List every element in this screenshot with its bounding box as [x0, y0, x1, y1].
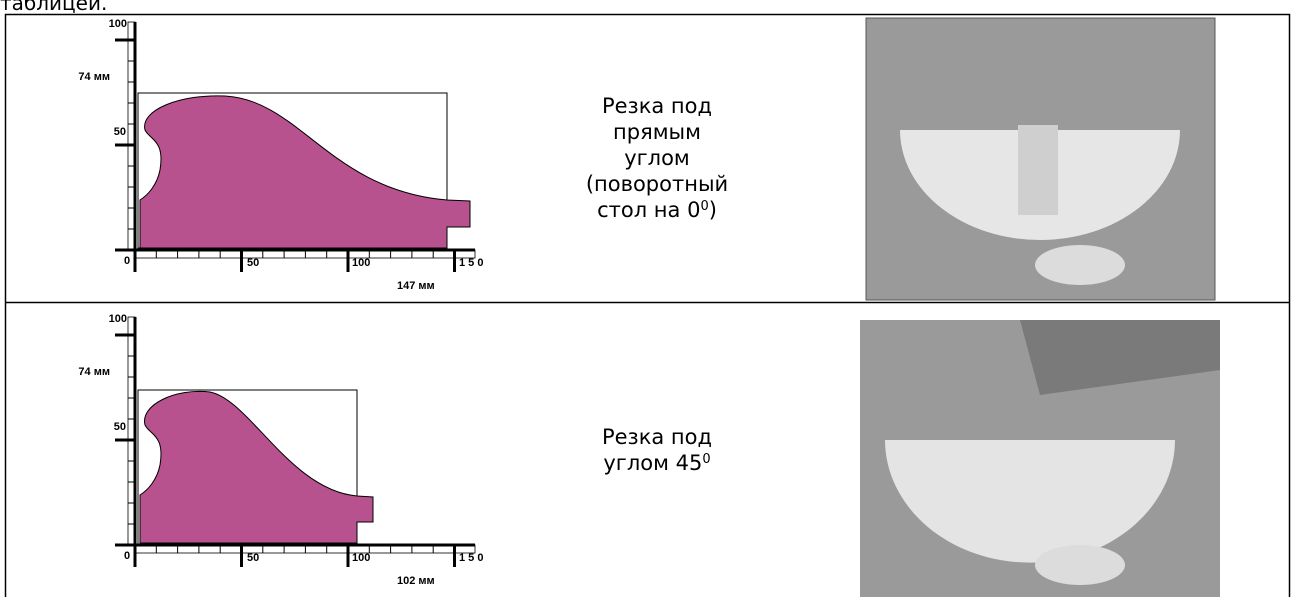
caption-line: прямым [613, 120, 701, 144]
y-scale-label: 100 [109, 18, 127, 30]
caption-line: стол на 0 [597, 198, 700, 222]
x-scale-label: 0 [124, 255, 130, 267]
y-scale-label: 74 мм [78, 366, 110, 378]
y-scale-label: 100 [109, 313, 127, 325]
caption-line: (поворотный [586, 172, 728, 196]
caption-end: ) [709, 198, 717, 222]
x-scale-label: 50 [247, 552, 259, 564]
photo [866, 18, 1215, 300]
caption-line: углом [624, 146, 690, 170]
x-scale-label: 1 5 0 [459, 552, 483, 564]
caption-superscript: 0 [702, 452, 710, 467]
caption-superscript: 0 [700, 199, 708, 214]
profile-diagram [138, 93, 470, 248]
document: таблицей. 100 74 мм 50 0 50 100 1 5 0 147 мм Рез… [0, 0, 1296, 597]
profile-shape [140, 391, 373, 543]
x-scale-label: 100 [352, 257, 370, 269]
scale: 100 74 мм 50 0 50 100 1 5 0 102 мм [78, 313, 483, 587]
photo [860, 320, 1220, 597]
y-scale-label: 50 [114, 421, 126, 433]
photo-detail [1018, 125, 1058, 215]
caption-line: углом 45 [603, 451, 702, 475]
y-scale-label: 50 [114, 126, 126, 138]
y-scale-label: 74 мм [78, 71, 110, 83]
x-scale-label: 100 [352, 552, 370, 564]
width-label: 147 мм [397, 280, 435, 292]
x-scale-label: 50 [247, 257, 259, 269]
width-label: 102 мм [397, 575, 435, 587]
caption-line: Резка под [602, 425, 712, 449]
photo-detail [1035, 245, 1125, 285]
caption-line: Резка под [602, 94, 712, 118]
header-text: таблицей. [0, 0, 107, 15]
profile-shape [140, 96, 470, 248]
profile-diagram [138, 390, 373, 545]
page: таблицей. 100 74 мм 50 0 50 100 1 5 0 147 мм Рез… [0, 0, 1296, 597]
photo-detail [1035, 545, 1125, 585]
x-scale-label: 0 [124, 550, 130, 562]
x-scale-label: 1 5 0 [459, 257, 483, 269]
